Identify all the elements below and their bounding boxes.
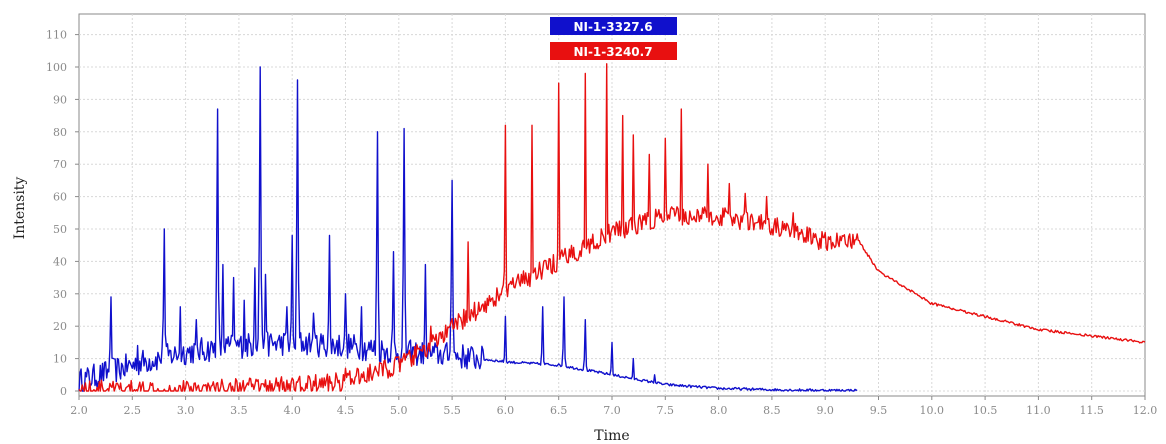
- grid-lines: [79, 14, 1145, 396]
- x-tick-label: 6.5: [550, 404, 568, 417]
- y-tick-label: 100: [46, 61, 67, 74]
- series-line: [78, 63, 1146, 392]
- y-tick-label: 50: [53, 223, 67, 236]
- x-tick-label: 11.0: [1026, 404, 1051, 417]
- legend-swatch: [550, 42, 677, 60]
- x-tick-label: 11.5: [1079, 404, 1104, 417]
- y-tick-label: 90: [53, 93, 67, 106]
- x-tick-label: 10.0: [920, 404, 945, 417]
- x-tick-label: 6.0: [497, 404, 515, 417]
- x-tick-label: 3.0: [177, 404, 195, 417]
- x-tick-label: 3.5: [230, 404, 248, 417]
- y-tick-label: 10: [53, 353, 67, 366]
- x-tick-label: 7.0: [603, 404, 621, 417]
- x-tick-label: 8.5: [763, 404, 781, 417]
- x-tick-label: 2.0: [70, 404, 88, 417]
- legend-label: NI-1-3240.7: [573, 45, 652, 59]
- y-tick-label: 70: [53, 158, 67, 171]
- y-tick-label: 30: [53, 288, 67, 301]
- x-tick-label: 9.5: [870, 404, 888, 417]
- series-lines: [78, 63, 1146, 392]
- y-tick-label: 60: [53, 191, 67, 204]
- y-tick-label: 40: [53, 255, 67, 268]
- legend-swatch: [550, 17, 677, 35]
- x-tick-label: 7.5: [657, 404, 675, 417]
- x-tick-label: 5.0: [390, 404, 408, 417]
- x-axis-ticks: 2.0 2.5 3.0 3.5 4.0 4.5 5.0 5.5 6.0 6.5 7.0 7.5 8.0 8…: [70, 396, 1157, 417]
- x-tick-label: 8.0: [710, 404, 728, 417]
- legend-label: NI-1-3327.6: [573, 20, 652, 34]
- plot-area: [78, 13, 1146, 397]
- y-axis-title: Intensity: [12, 177, 28, 240]
- y-tick-label: 110: [46, 29, 67, 42]
- x-tick-label: 12.0: [1133, 404, 1158, 417]
- x-tick-label: 10.5: [973, 404, 998, 417]
- x-tick-label: 4.5: [337, 404, 355, 417]
- legend: NI-1-3327.6 NI-1-3240.7: [550, 17, 677, 60]
- y-tick-label: 0: [60, 385, 67, 398]
- x-tick-label: 4.0: [283, 404, 301, 417]
- x-tick-label: 9.0: [816, 404, 834, 417]
- x-tick-label: 5.5: [443, 404, 461, 417]
- x-axis-title: Time: [594, 428, 629, 444]
- y-tick-label: 20: [53, 320, 67, 333]
- series-line: [78, 66, 858, 392]
- x-tick-label: 2.5: [124, 404, 142, 417]
- y-axis-ticks: 0 10 20 30 40 50 60 70 80 90 100 110: [46, 29, 79, 398]
- y-tick-label: 80: [53, 126, 67, 139]
